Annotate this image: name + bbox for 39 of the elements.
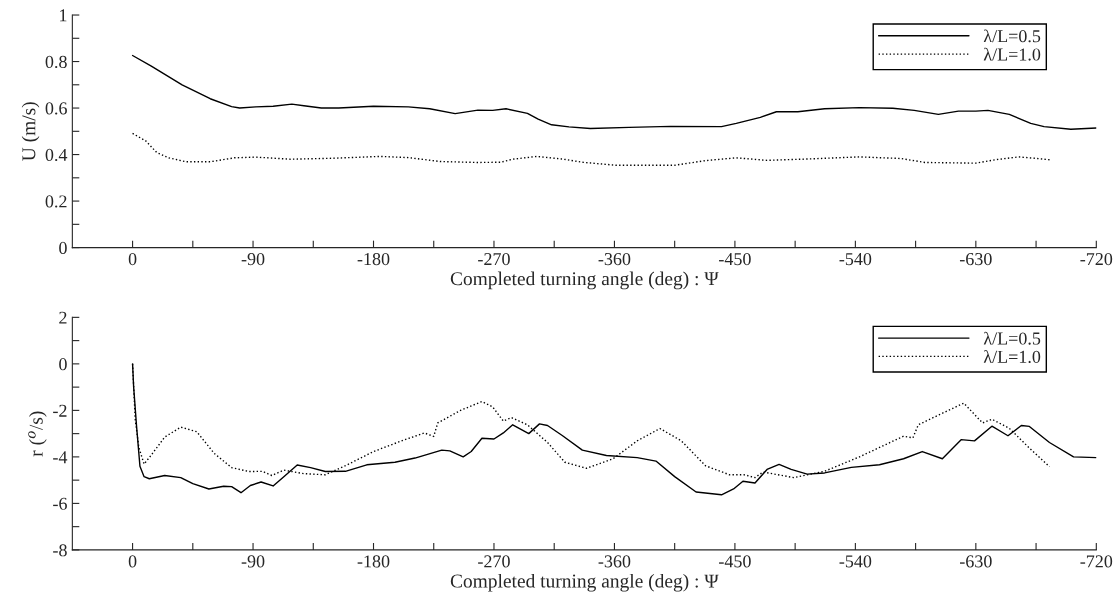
y-axis-title: r ($^{o}$/s) bbox=[28, 411, 47, 457]
x-tick-label: -540 bbox=[839, 555, 872, 568]
x-tick-label: 0 bbox=[128, 555, 137, 568]
y-tick-label: -8 bbox=[53, 544, 67, 557]
x-tick-label: -180 bbox=[357, 252, 390, 266]
y-tick-label: 0.8 bbox=[45, 55, 67, 69]
y-tick-label: -4 bbox=[53, 451, 68, 464]
x-tick-label: -540 bbox=[839, 252, 872, 266]
x-tick-label: -270 bbox=[478, 252, 510, 266]
y-tick-label: 0 bbox=[59, 241, 67, 255]
x-tick-label: -270 bbox=[478, 555, 510, 568]
x-tick-label: -720 bbox=[1080, 555, 1113, 568]
x-axis-title: Completed turning angle (deg) : Ψ bbox=[450, 271, 719, 290]
x-tick-label: -630 bbox=[959, 252, 992, 266]
legend-label: λ/L=1.0 bbox=[983, 350, 1041, 363]
legend-label: λ/L=0.5 bbox=[983, 29, 1041, 43]
y-tick-label: 0.6 bbox=[45, 102, 67, 115]
x-tick-label: -360 bbox=[598, 555, 631, 568]
legend-label: λ/L=1.0 bbox=[983, 47, 1041, 61]
y-tick-label: 0.4 bbox=[45, 148, 68, 162]
x-tick-label: -450 bbox=[719, 555, 751, 568]
y-tick-label: -2 bbox=[53, 404, 67, 417]
y-tick-label: -6 bbox=[53, 497, 67, 510]
x-tick-label: -90 bbox=[241, 555, 265, 568]
x-tick-label: -360 bbox=[598, 252, 631, 266]
x-tick-label: 0 bbox=[128, 252, 137, 266]
y-axis-title: U (m/s) bbox=[21, 102, 40, 161]
y-tick-label: 0 bbox=[59, 358, 67, 371]
x-tick-label: -90 bbox=[241, 252, 265, 266]
x-axis-title: Completed turning angle (deg) : Ψ bbox=[450, 573, 719, 592]
y-tick-label: 2 bbox=[59, 311, 67, 324]
x-tick-label: -630 bbox=[959, 555, 992, 568]
y-tick-label: 0.2 bbox=[45, 195, 67, 208]
x-tick-label: -450 bbox=[719, 252, 751, 266]
line-series bbox=[131, 132, 1052, 166]
legend-label: λ/L=0.5 bbox=[983, 331, 1041, 345]
x-tick-label: -720 bbox=[1080, 252, 1113, 266]
y-tick-label: 1 bbox=[60, 9, 67, 22]
x-tick-label: -180 bbox=[357, 555, 390, 568]
